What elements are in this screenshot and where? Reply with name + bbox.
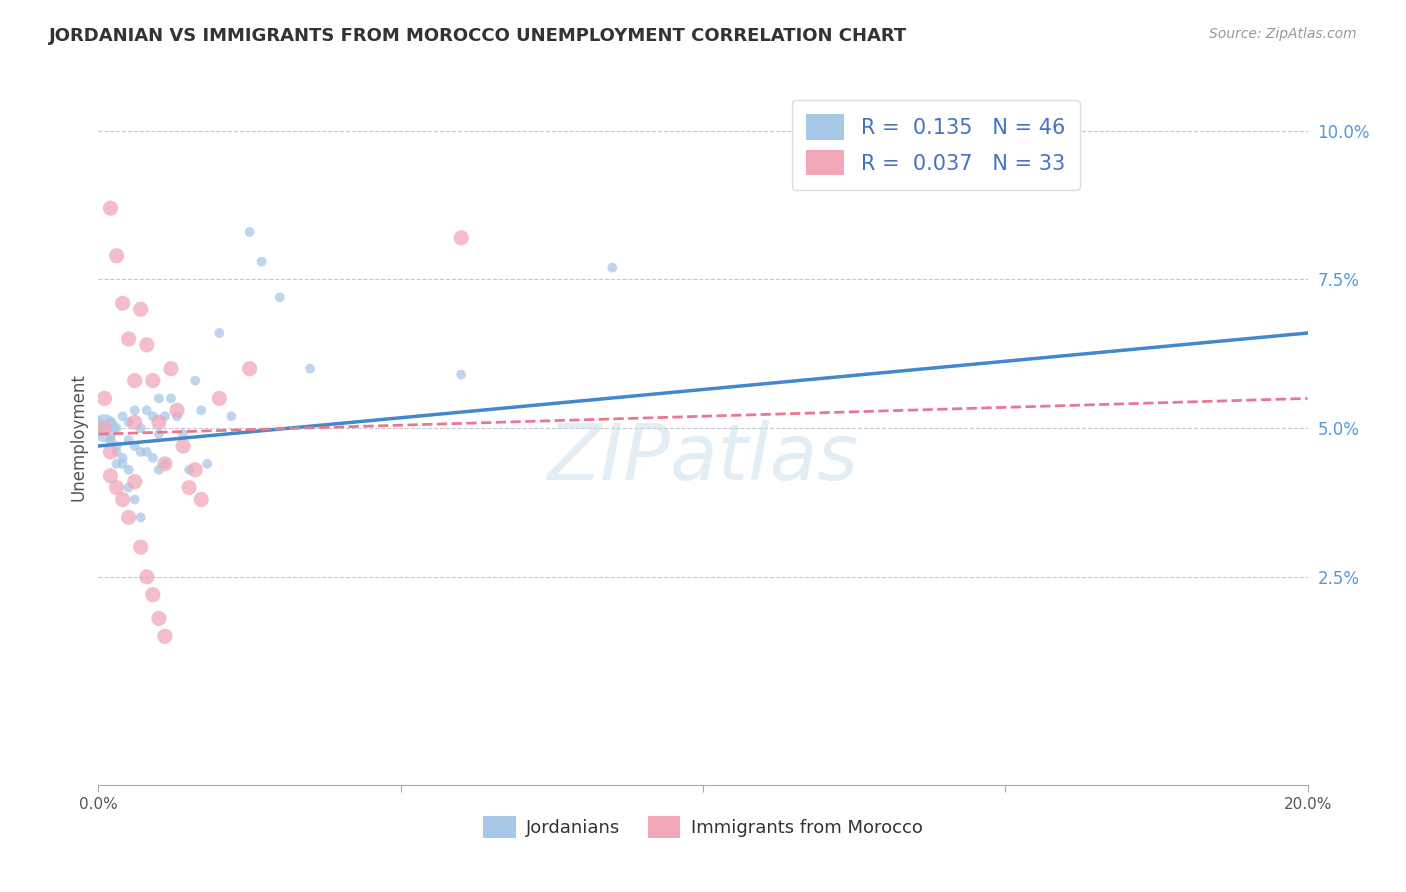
Point bbox=[129, 445, 152, 459]
Point bbox=[129, 540, 152, 554]
Point bbox=[153, 457, 176, 471]
Text: JORDANIAN VS IMMIGRANTS FROM MOROCCO UNEMPLOYMENT CORRELATION CHART: JORDANIAN VS IMMIGRANTS FROM MOROCCO UNE… bbox=[49, 27, 907, 45]
Point bbox=[142, 450, 165, 465]
Point bbox=[118, 433, 141, 447]
Point bbox=[111, 409, 134, 424]
Point bbox=[450, 231, 472, 245]
Point bbox=[124, 439, 146, 453]
Point bbox=[135, 570, 157, 584]
Point bbox=[172, 427, 194, 442]
Point bbox=[111, 450, 134, 465]
Point bbox=[239, 225, 262, 239]
Point bbox=[124, 403, 146, 417]
Point bbox=[148, 463, 170, 477]
Point bbox=[239, 361, 262, 376]
Point bbox=[450, 368, 472, 382]
Point bbox=[100, 433, 122, 447]
Point bbox=[93, 421, 115, 435]
Point bbox=[118, 332, 141, 346]
Point bbox=[105, 457, 128, 471]
Point bbox=[118, 415, 141, 429]
Point bbox=[124, 492, 146, 507]
Point bbox=[100, 468, 122, 483]
Point bbox=[105, 421, 128, 435]
Point bbox=[111, 457, 134, 471]
Point bbox=[299, 361, 322, 376]
Legend: Jordanians, Immigrants from Morocco: Jordanians, Immigrants from Morocco bbox=[475, 809, 931, 846]
Point bbox=[148, 427, 170, 442]
Point bbox=[100, 445, 122, 459]
Point bbox=[250, 254, 273, 268]
Point bbox=[135, 403, 157, 417]
Point bbox=[135, 338, 157, 352]
Point bbox=[208, 392, 231, 406]
Point bbox=[105, 445, 128, 459]
Text: ZIPatlas: ZIPatlas bbox=[547, 420, 859, 496]
Point bbox=[118, 463, 141, 477]
Point bbox=[269, 290, 291, 304]
Point bbox=[111, 492, 134, 507]
Point bbox=[105, 439, 128, 453]
Point bbox=[111, 296, 134, 310]
Point bbox=[166, 403, 188, 417]
Point bbox=[124, 475, 146, 489]
Point bbox=[153, 409, 176, 424]
Point bbox=[100, 433, 122, 447]
Point bbox=[221, 409, 243, 424]
Point bbox=[124, 374, 146, 388]
Point bbox=[190, 403, 212, 417]
Point bbox=[93, 421, 115, 435]
Point bbox=[142, 588, 165, 602]
Point bbox=[166, 409, 188, 424]
Point bbox=[190, 492, 212, 507]
Point bbox=[148, 392, 170, 406]
Point bbox=[124, 415, 146, 429]
Text: Source: ZipAtlas.com: Source: ZipAtlas.com bbox=[1209, 27, 1357, 41]
Point bbox=[129, 421, 152, 435]
Point bbox=[105, 249, 128, 263]
Point bbox=[184, 463, 207, 477]
Point bbox=[118, 481, 141, 495]
Point bbox=[118, 510, 141, 524]
Point bbox=[148, 611, 170, 625]
Point bbox=[195, 457, 218, 471]
Point bbox=[142, 409, 165, 424]
Point bbox=[160, 361, 183, 376]
Point bbox=[129, 510, 152, 524]
Point bbox=[208, 326, 231, 340]
Point bbox=[602, 260, 624, 275]
Point bbox=[129, 302, 152, 317]
Point bbox=[179, 463, 201, 477]
Point bbox=[179, 481, 201, 495]
Point bbox=[184, 374, 207, 388]
Y-axis label: Unemployment: Unemployment bbox=[69, 373, 87, 501]
Point bbox=[93, 392, 115, 406]
Point bbox=[100, 415, 122, 429]
Point bbox=[153, 629, 176, 643]
Point bbox=[148, 415, 170, 429]
Point bbox=[87, 415, 110, 429]
Point bbox=[105, 481, 128, 495]
Point bbox=[160, 392, 183, 406]
Point bbox=[142, 374, 165, 388]
Point bbox=[135, 445, 157, 459]
Point bbox=[153, 457, 176, 471]
Point bbox=[100, 201, 122, 215]
Point bbox=[172, 439, 194, 453]
